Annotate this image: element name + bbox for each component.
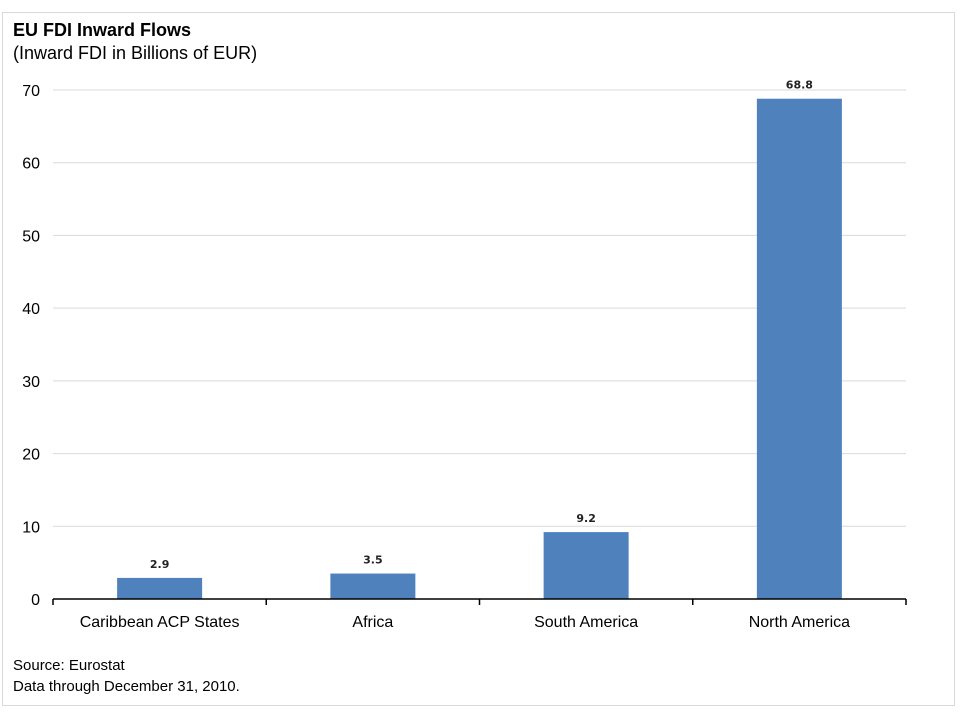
data-label: 68.8 [786,79,813,92]
bar [756,98,842,600]
y-tick-label: 60 [22,156,40,173]
bars [117,98,842,600]
source-note: Source: Eurostat [13,657,125,674]
y-tick-label: 40 [22,301,40,318]
bar [330,573,416,599]
x-category-label: North America [749,614,850,631]
y-tick-label: 70 [22,83,40,100]
y-tick-label: 20 [22,447,40,464]
x-category-label: Africa [352,614,393,631]
labels: 0 10 20 30 40 50 60 70 2.9 Caribbean ACP States 3.… [22,79,850,631]
x-category-label: South America [534,614,638,631]
y-tick-label: 10 [22,519,40,536]
chart-title: EU FDI Inward Flows [13,20,192,40]
data-label: 9.2 [576,512,596,525]
chart-subtitle: (Inward FDI in Billions of EUR) [13,43,258,63]
x-category-label: Caribbean ACP States [80,614,240,631]
y-tick-label: 30 [22,374,40,391]
y-tick-label: 50 [22,228,40,245]
bar [543,532,629,599]
axes [52,598,907,605]
bar [117,577,203,599]
data-label: 2.9 [150,558,170,571]
y-tick-label: 0 [31,592,40,609]
data-label: 3.5 [363,554,383,567]
data-date-note: Data through December 31, 2010. [13,678,240,695]
